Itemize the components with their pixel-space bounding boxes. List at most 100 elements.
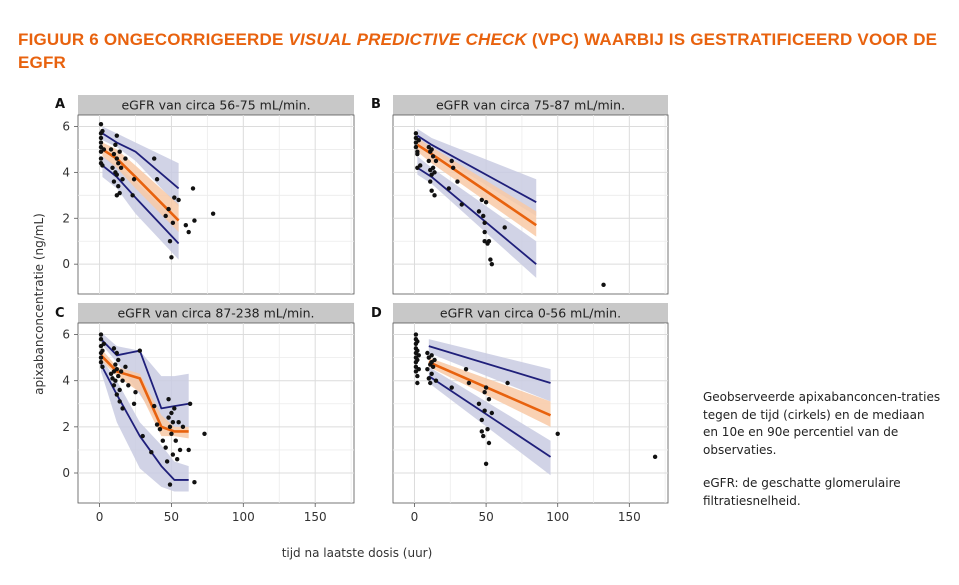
observation-point [505,380,510,386]
median-confidence-band [417,137,537,237]
observation-point [164,459,170,464]
observation-point [433,158,439,164]
observation-point [430,364,436,370]
observation-point [117,149,122,154]
observation-point [176,197,181,203]
observation-point [177,447,183,453]
observation-point [174,456,180,462]
observation-point [169,410,174,416]
observation-point [98,355,104,360]
y-tick-label: 2 [62,420,70,434]
y-tick-label: 4 [62,374,70,388]
observation-point [114,133,120,138]
observation-point [151,403,157,409]
observation-point [183,222,189,228]
observation-point [413,144,419,150]
observation-point [167,239,173,244]
observation-point [486,396,492,402]
observation-point [169,431,174,436]
figure-title-suffix: (VPC) WAARBIJ IS GESTRATIFICEERD VOOR DE… [18,30,938,72]
x-tick-label: 100 [546,510,569,524]
observation-point [190,186,196,191]
panel-c: eGFR van circa 87-238 mL/min. C 0 2 4 6 0 50 100… [55,303,355,524]
observation-point [446,186,452,191]
observation-point [117,190,122,196]
observation-point [111,179,117,184]
p90-confidence-band [102,126,179,207]
observation-point [114,350,120,356]
observation-point [111,346,117,351]
p90-line [101,132,180,190]
observation-point [415,339,420,344]
observation-point [110,165,115,170]
strip-header [78,303,354,323]
observation-point [416,366,421,372]
observation-point [482,229,487,235]
observation-point [149,450,154,455]
y-tick-label: 0 [62,257,70,271]
observation-point [432,357,437,363]
x-tick-label: 50 [478,510,493,524]
observation-point [176,420,181,425]
p10-line [101,164,180,245]
p90-line [416,134,537,203]
observation-point [432,193,437,198]
observation-point [463,366,469,372]
figure-title-prefix: FIGUUR 6 ONGECORRIGEERDE [18,30,289,49]
p90-line [428,345,551,384]
x-tick-label: 0 [411,510,419,524]
observation-point [120,177,125,182]
observation-point [169,255,174,260]
observation-point [154,422,160,427]
observation-point [479,429,485,434]
observation-point [486,239,492,244]
x-tick-label: 50 [164,510,179,524]
observation-point [163,213,168,219]
observation-point [482,390,487,395]
observation-point [111,383,117,388]
panel-letter: A [55,97,65,112]
observation-point [98,360,104,365]
observation-point [123,156,128,161]
observation-point [192,218,197,223]
observation-point [100,128,105,134]
p10-confidence-band [101,357,189,492]
observation-point [652,454,658,460]
observation-point [489,261,495,267]
observation-point [466,380,472,386]
strip-header [78,95,354,115]
y-tick-label: 0 [62,466,70,480]
observation-point [476,209,482,214]
y-tick-label: 4 [62,165,70,179]
observation-point [180,424,186,430]
observation-point [98,336,104,342]
observation-point [413,332,419,337]
median-line [416,143,537,227]
observation-point [118,369,124,374]
observation-point [489,410,495,416]
y-tick-label: 6 [62,119,70,133]
observation-point [163,445,168,450]
figure-note: Geobserveerde apixabanconcen-traties teg… [703,389,943,526]
strip-header [393,95,668,115]
observation-point [113,378,118,383]
observation-point [131,177,137,182]
strip-title: eGFR van circa 56-75 mL/min. [121,98,310,113]
observation-point [415,348,420,353]
x-axis-label: tijd na laatste dosis (uur) [282,546,433,560]
observation-point [483,385,489,390]
observation-point [429,188,434,193]
observation-point [459,202,464,207]
observation-point [425,366,430,372]
observation-point [415,357,420,363]
figure-title-italic: VISUAL PREDICTIVE CHECK [288,30,527,49]
note-egfr-definition: eGFR: de geschatte glomerulaire filtrati… [703,476,901,508]
observation-point [483,461,489,466]
observation-point [117,387,122,393]
p90-confidence-band [101,332,189,427]
observation-point [133,390,138,395]
strip-title: eGFR van circa 0-56 mL/min. [440,306,621,321]
observation-point [167,482,173,487]
observation-point [479,197,485,203]
observation-point [98,140,104,145]
